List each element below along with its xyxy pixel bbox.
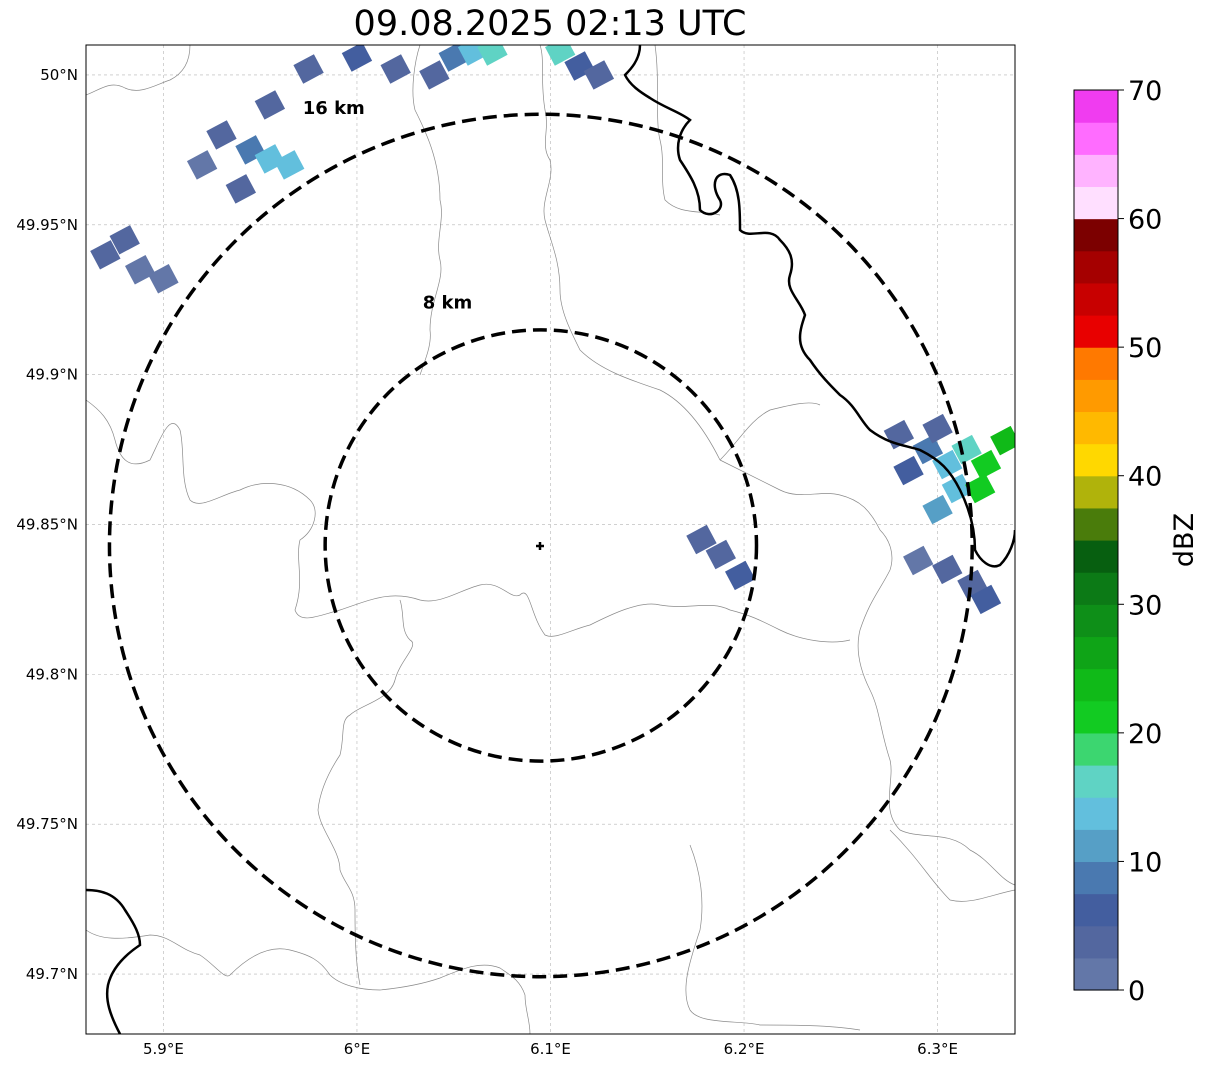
colorbar-swatch bbox=[1074, 893, 1118, 927]
range-ring-8km bbox=[323, 328, 759, 763]
colorbar-swatch bbox=[1074, 829, 1118, 863]
colorbar-swatch bbox=[1074, 668, 1118, 702]
colorbar-swatch bbox=[1074, 507, 1118, 541]
radar-echo-cell bbox=[922, 494, 953, 525]
radar-echo-cell bbox=[419, 60, 450, 90]
colorbar-tick-label: 60 bbox=[1128, 205, 1162, 236]
radar-echo-cell bbox=[477, 45, 508, 66]
colorbar-swatch bbox=[1074, 732, 1118, 766]
radar-echo-cell bbox=[932, 449, 963, 480]
radar-echo-cell bbox=[903, 545, 934, 576]
radar-echo-cell bbox=[964, 473, 996, 504]
radar-echo-cell bbox=[544, 45, 576, 66]
colorbar-swatch bbox=[1074, 315, 1118, 348]
gridlines bbox=[86, 45, 1015, 1034]
colorbar-tick-label: 40 bbox=[1128, 462, 1162, 493]
lat-tick-label: 50°N bbox=[40, 66, 78, 84]
radar-echo-cell bbox=[893, 455, 924, 486]
colorbar-swatch bbox=[1074, 122, 1118, 155]
colorbar-swatch bbox=[1074, 90, 1118, 123]
radar-echo-cell bbox=[125, 255, 156, 285]
lat-tick-label: 49.85°N bbox=[16, 516, 78, 534]
colorbar-swatch bbox=[1074, 186, 1118, 220]
radar-echo-cell bbox=[970, 449, 1002, 480]
colorbar-swatch bbox=[1074, 282, 1118, 316]
colorbar-tick-label: 70 bbox=[1128, 76, 1162, 107]
radar-echo-cell bbox=[457, 45, 489, 66]
colorbar-swatch bbox=[1074, 443, 1118, 477]
radar-echo-cell bbox=[686, 524, 717, 555]
map-title: 09.08.2025 02:13 UTC bbox=[353, 4, 747, 44]
colorbar-swatch bbox=[1074, 572, 1118, 605]
radar-echo-cell bbox=[912, 434, 944, 465]
radar-echo-cell bbox=[922, 413, 953, 444]
colorbar-swatch bbox=[1074, 604, 1118, 638]
lat-tick-label: 49.7°N bbox=[26, 965, 78, 983]
colorbar-swatch bbox=[1074, 700, 1118, 734]
radar-echo-cell bbox=[341, 45, 373, 72]
range-ring-label: 8 km bbox=[423, 293, 473, 314]
radar-echo-cell bbox=[932, 554, 963, 585]
colorbar-label: dBZ bbox=[1169, 513, 1200, 567]
map-frame bbox=[85, 44, 1016, 1035]
colorbar-swatch bbox=[1074, 250, 1118, 284]
colorbar-tick-label: 30 bbox=[1128, 590, 1162, 621]
lon-tick-label: 6.3°E bbox=[917, 1040, 958, 1058]
radar-echo-cell bbox=[583, 60, 615, 90]
colorbar-tick-label: 50 bbox=[1128, 333, 1162, 364]
colorbar-tick-label: 20 bbox=[1128, 719, 1162, 750]
range-ring-16km bbox=[107, 112, 974, 979]
colorbar-swatch bbox=[1074, 765, 1118, 798]
colorbar-swatch bbox=[1074, 797, 1118, 830]
colorbar-swatch bbox=[1074, 411, 1118, 445]
radar-echo-cell bbox=[990, 425, 1015, 456]
radar-echo-cell bbox=[254, 90, 286, 120]
radar-echo-cell bbox=[941, 473, 973, 504]
radar-echo-cell bbox=[293, 54, 324, 84]
radar-echo-cell bbox=[724, 560, 756, 591]
radar-echo-layer bbox=[90, 45, 1015, 615]
colorbar-swatch bbox=[1074, 475, 1118, 509]
lon-tick-label: 6°E bbox=[344, 1040, 371, 1058]
axis-ticks: 5.9°E 6°E 6.1°E 6.2°E 6.3°E 50°N 49.95°N 49.9°N… bbox=[16, 66, 958, 1058]
colorbar-swatch bbox=[1074, 379, 1118, 413]
colorbar-swatch bbox=[1074, 540, 1118, 573]
lat-tick-label: 49.8°N bbox=[26, 665, 78, 683]
colorbar-swatch bbox=[1074, 925, 1118, 959]
colorbar-tick-label: 10 bbox=[1128, 847, 1162, 878]
colorbar-swatch bbox=[1074, 957, 1118, 991]
lon-tick-label: 6.1°E bbox=[530, 1040, 571, 1058]
lon-tick-label: 6.2°E bbox=[724, 1040, 765, 1058]
radar-echo-cell bbox=[705, 539, 736, 570]
radar-echo-cell bbox=[109, 225, 140, 255]
radar-echo-cell bbox=[148, 264, 179, 294]
lon-tick-label: 5.9°E bbox=[143, 1040, 184, 1058]
colorbar-swatch bbox=[1074, 154, 1118, 188]
colorbar: 0 10 20 30 40 50 60 70 dBZ bbox=[1073, 76, 1200, 1007]
radar-echo-cell bbox=[970, 584, 1002, 615]
radar-echo-cell bbox=[206, 120, 237, 150]
municipal-boundaries bbox=[86, 45, 1015, 1034]
radar-echo-cell bbox=[274, 150, 305, 180]
radar-echo-cell bbox=[90, 240, 121, 270]
radar-echo-cell bbox=[225, 174, 257, 204]
colorbar-swatch bbox=[1074, 347, 1118, 380]
colorbar-swatch bbox=[1074, 636, 1118, 670]
range-ring-label: 16 km bbox=[303, 98, 365, 119]
colorbar-swatch bbox=[1074, 861, 1118, 895]
lat-tick-label: 49.95°N bbox=[16, 216, 78, 234]
colorbar-frame bbox=[1073, 89, 1119, 991]
national-border bbox=[86, 45, 1015, 1034]
radar-echo-cell bbox=[186, 150, 218, 180]
lat-tick-label: 49.75°N bbox=[16, 815, 78, 833]
range-rings: 8 km 16 km bbox=[107, 98, 974, 979]
colorbar-swatch bbox=[1074, 218, 1118, 252]
colorbar-tick-label: 0 bbox=[1128, 976, 1145, 1007]
radar-site-marker bbox=[536, 542, 544, 550]
radar-echo-cell bbox=[380, 54, 411, 84]
lat-tick-label: 49.9°N bbox=[26, 366, 78, 384]
